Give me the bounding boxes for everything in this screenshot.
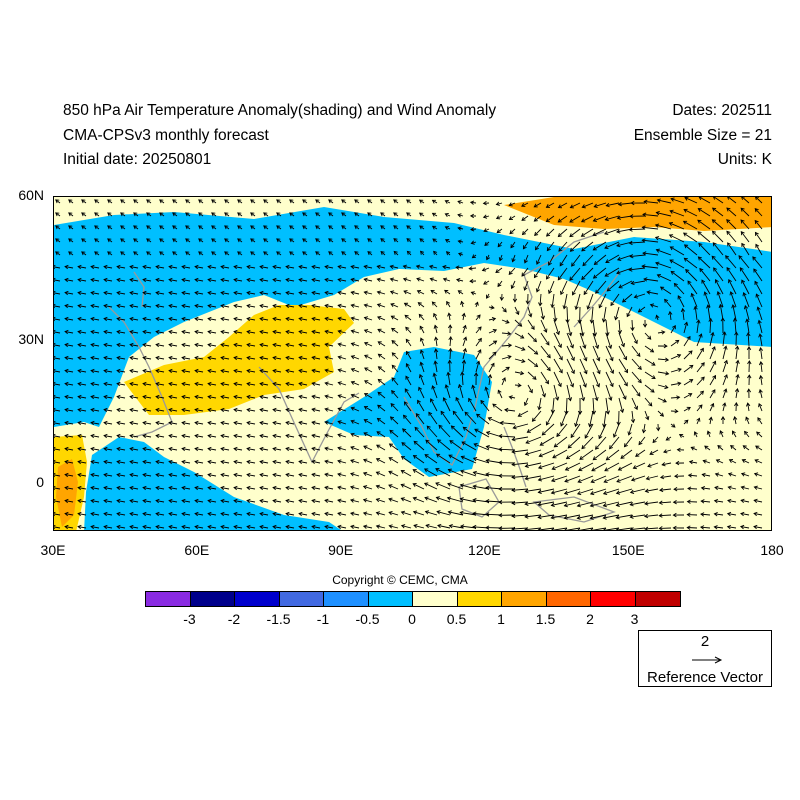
copyright-notice: Copyright © CEMC, CMA [332, 573, 468, 587]
colorbar-swatch [146, 592, 191, 606]
cold-region-bay-of-bengal [324, 347, 492, 477]
coastline-borneo [458, 478, 500, 518]
warm-anomaly-regions [54, 197, 771, 530]
lon-label-180: 180 [760, 542, 784, 558]
coastline-caspian [133, 271, 145, 308]
lon-label-150e: 150E [611, 542, 645, 558]
colorbar-tick-label: 1.5 [535, 611, 556, 627]
wind-anomaly-vectors [54, 197, 764, 530]
reference-vector-legend: 2 Reference Vector [638, 630, 772, 687]
reference-vector-magnitude: 2 [700, 633, 710, 650]
coastlines [108, 231, 620, 523]
units-label: Units: K [717, 151, 772, 168]
colorbar-swatch [279, 592, 324, 606]
colorbar-swatch [502, 592, 547, 606]
warm-region-iran-tibet [124, 305, 354, 415]
initial-date: Initial date: 20250801 [63, 151, 212, 168]
coastline-japan [573, 272, 620, 328]
reference-vector-label: Reference Vector [647, 669, 763, 686]
colorbar-swatch [324, 592, 369, 606]
colorbar-tick-label: 3 [630, 611, 639, 627]
model-subtitle: CMA-CPSv3 monthly forecast [63, 127, 269, 144]
colorbar-tick-label: -0.5 [355, 611, 380, 627]
colorbar-tick-label: -3 [183, 611, 196, 627]
colorbar-tick-label: -2 [227, 611, 241, 627]
cold-anomaly-regions [54, 207, 771, 530]
coastline-philippines [503, 426, 527, 488]
coastline-new-guinea [532, 496, 616, 523]
colorbar-swatch [235, 592, 280, 606]
colorbar-tick-label: 0 [408, 611, 416, 627]
colorbar-tick-label: 0.5 [446, 611, 467, 627]
lon-label-90e: 90E [328, 542, 354, 558]
chart-title: 850 hPa Air Temperature Anomaly(shading)… [63, 102, 497, 119]
lon-label-30e: 30E [40, 542, 66, 558]
reference-arrow-icon [692, 656, 723, 664]
colorbar-swatch [413, 592, 458, 606]
lon-label-60e: 60E [184, 542, 210, 558]
colorbar-tick-label: -1 [316, 611, 330, 627]
anomaly-map [53, 196, 772, 531]
colorbar [145, 591, 681, 607]
colorbar-swatch [591, 592, 636, 606]
colorbar-tick-label: 1 [497, 611, 505, 627]
warm-region-northeast [504, 197, 771, 231]
colorbar-swatch [546, 592, 591, 606]
colorbar-tick-label: -1.5 [266, 611, 291, 627]
cold-region-north [54, 207, 771, 427]
colorbar-swatch [457, 592, 502, 606]
ensemble-size: Ensemble Size = 21 [633, 127, 772, 144]
lat-label-30n: 30N [18, 330, 44, 347]
colorbar-swatch [635, 592, 680, 606]
coastline-arabia [108, 306, 173, 438]
coastline-east-asia [473, 231, 605, 413]
map-canvas [54, 197, 771, 530]
lat-label-equator: 0 [36, 474, 44, 491]
colorbar-swatch [190, 592, 235, 606]
forecast-dates: Dates: 202511 [672, 102, 772, 119]
lon-label-120e: 120E [468, 542, 501, 558]
coastline-india [258, 366, 360, 464]
colorbar-tick-label: 2 [586, 611, 594, 627]
cold-region-indian-ocean [84, 437, 341, 530]
lat-label-60n: 60N [18, 187, 44, 203]
colorbar-swatch [368, 592, 413, 606]
